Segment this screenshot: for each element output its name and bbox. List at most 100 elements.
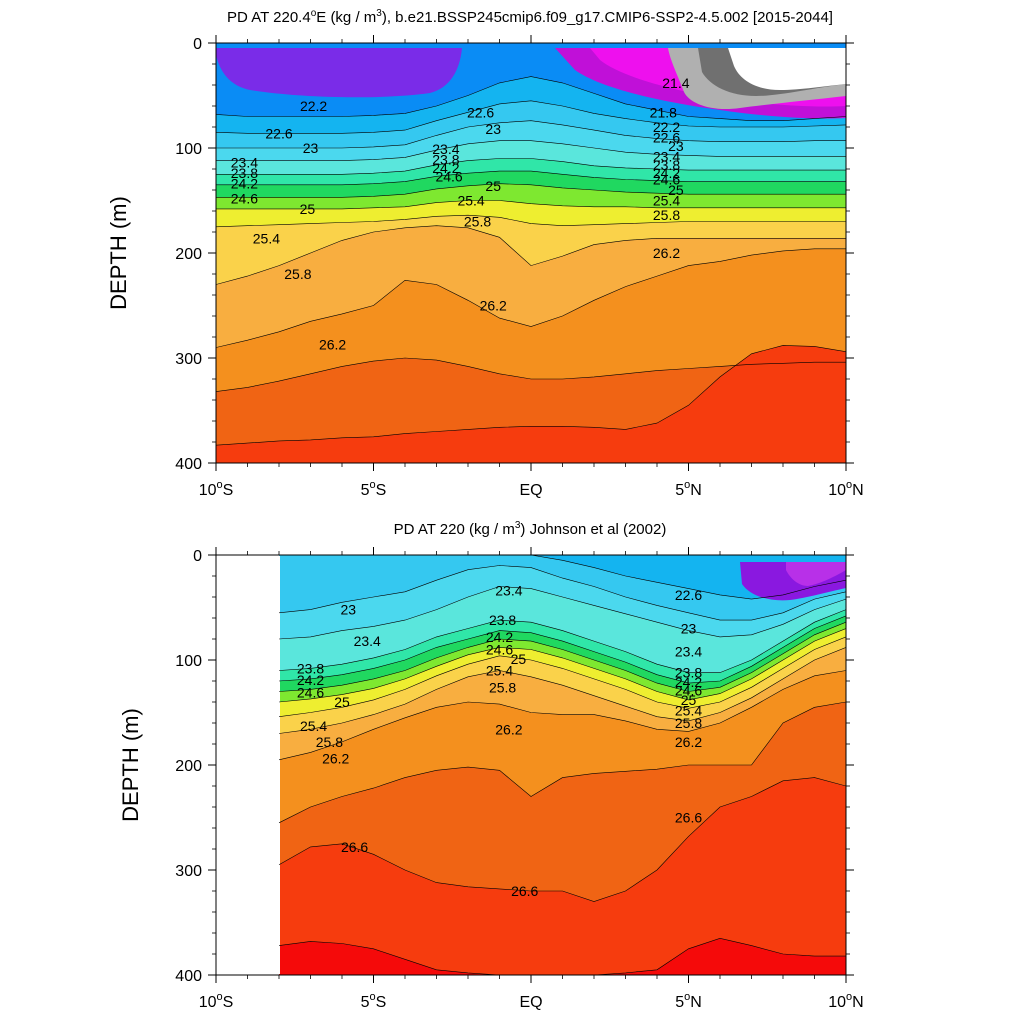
isopycnal-line-25-4: [278, 636, 846, 717]
y-tick-label: 0: [193, 36, 202, 53]
isopycnal-line-23: [216, 120, 846, 149]
contour-label: 23.4: [653, 148, 680, 164]
x-tick-label: 5oN: [675, 479, 702, 499]
isopycnal-line-24-2: [278, 615, 846, 684]
y-tick-label: 100: [175, 141, 202, 158]
isopycnal-line-23: [278, 565, 846, 621]
contour-label: 26.6: [511, 883, 538, 899]
lower-axis-ticks: 0 100 200 300 400 10oS 5oS EQ 5oN 10oN: [175, 547, 864, 1011]
upper-axis-ticks: 0 100 200 300 400 10oS 5oS EQ 5oN 10oN: [175, 35, 864, 499]
x-tick-label: 5oS: [361, 479, 387, 499]
surface-band-21-8: [786, 562, 846, 586]
contour-label: 25.8: [464, 214, 491, 230]
contour-band-surface: [279, 555, 846, 600]
contour-band-22-2: [216, 76, 846, 134]
contour-band-26-2: [279, 670, 846, 823]
contour-label: 26.6: [341, 839, 368, 855]
contour-label: 22.6: [467, 104, 494, 120]
isopycnal-line-27-4: [278, 937, 846, 975]
contour-band-26-2: [216, 248, 846, 392]
isopycnal-line-24-6: [278, 621, 846, 692]
contour-label: 26.2: [675, 734, 702, 750]
upper-chart-title: PD AT 220.4oE (kg / m3), b.e21.BSSP245cm…: [227, 8, 833, 26]
contour-label: 24.6: [675, 683, 702, 699]
contour-band-23: [279, 565, 846, 639]
surface-band-empty: [728, 48, 846, 90]
contour-label: 23: [485, 121, 501, 137]
contour-band-26-6: [279, 702, 846, 902]
contour-label: 23.8: [653, 157, 680, 173]
contour-band-25-8: [216, 225, 846, 348]
isopycnal-line-24-6: [216, 183, 846, 198]
contour-label: 23.8: [297, 660, 324, 676]
contour-band-23-8: [216, 158, 846, 185]
no-data-region: [217, 556, 280, 974]
upper-contour-labels: 22.222.62323.423.824.224.62525.425.826.2…: [231, 75, 690, 352]
isopycnal-line-26-6: [216, 357, 846, 392]
contour-label: 24.2: [486, 629, 513, 645]
contour-label: 24.2: [675, 674, 702, 690]
contour-label: 25.8: [675, 715, 702, 731]
x-tick-label: 10oN: [828, 991, 863, 1011]
contour-label: 23.4: [675, 644, 702, 660]
contour-label: 23.8: [432, 152, 459, 168]
contour-label: 25.4: [300, 718, 327, 734]
contour-label: 26.2: [319, 336, 346, 352]
upper-contour-lines: [216, 76, 846, 446]
contour-label: 22.6: [675, 587, 702, 603]
contour-label: 26.6: [675, 810, 702, 826]
contour-label: 24.6: [297, 685, 324, 701]
isopycnal-line-27: [278, 777, 846, 902]
y-tick-label: 100: [175, 653, 202, 670]
contour-label: 25: [681, 692, 697, 708]
contour-label: 24.2: [653, 165, 680, 181]
x-tick-label: 5oN: [675, 991, 702, 1011]
lower-contour-labels: 2323.423.824.224.62525.425.826.226.623.4…: [297, 583, 702, 899]
isopycnal-line-23-8: [278, 609, 846, 673]
x-tick-label: EQ: [519, 994, 542, 1011]
isopycnal-line-26-6: [278, 701, 846, 824]
y-tick-label: 0: [193, 548, 202, 565]
x-tick-label: EQ: [519, 482, 542, 499]
contour-label: 25: [300, 201, 316, 217]
contour-label: 22.6: [265, 125, 292, 141]
contour-label: 26.2: [322, 751, 349, 767]
y-tick-label: 300: [175, 351, 202, 368]
contour-label: 23.4: [354, 633, 381, 649]
contour-band-25: [216, 200, 846, 227]
x-tick-label: 10oS: [199, 991, 234, 1011]
surface-low-density-pool: [216, 48, 462, 98]
contour-label: 25.4: [253, 230, 280, 246]
y-tick-label: 400: [175, 456, 202, 473]
isopycnal-line-26-2: [278, 670, 846, 761]
contour-label: 26.2: [495, 721, 522, 737]
contour-label: 25: [485, 178, 501, 194]
contour-label: 25.8: [653, 207, 680, 223]
contour-label: 22.2: [300, 98, 327, 114]
contour-label: 25.8: [284, 266, 311, 282]
contour-label: 23: [681, 621, 697, 637]
isopycnal-line-26-2: [216, 248, 846, 348]
y-tick-label: 200: [175, 758, 202, 775]
x-tick-label: 10oS: [199, 479, 234, 499]
contour-label: 21.8: [650, 104, 677, 120]
contour-band-23-4: [279, 586, 846, 673]
isopycnal-line-22-6: [279, 555, 846, 600]
contour-band-25-4: [216, 215, 846, 285]
contour-label: 23.8: [231, 165, 258, 181]
contour-label: 23.4: [432, 141, 459, 157]
contour-label: 23.4: [495, 583, 522, 599]
contour-label: 25.4: [457, 193, 484, 209]
contour-band-27-4: [279, 938, 846, 975]
contour-label: 24.2: [231, 176, 258, 192]
y-tick-label: 300: [175, 863, 202, 880]
contour-label: 23.8: [675, 665, 702, 681]
contour-band-24-6: [216, 183, 846, 209]
isopycnal-line-23-4: [278, 586, 846, 640]
isopycnal-line-25-8: [216, 225, 846, 285]
upper-contour-panel: PD AT 220.4oE (kg / m3), b.e21.BSSP245cm…: [106, 8, 864, 499]
isopycnal-line-27: [216, 345, 846, 446]
contour-label: 25.4: [675, 702, 702, 718]
contour-label: 25.8: [316, 734, 343, 750]
